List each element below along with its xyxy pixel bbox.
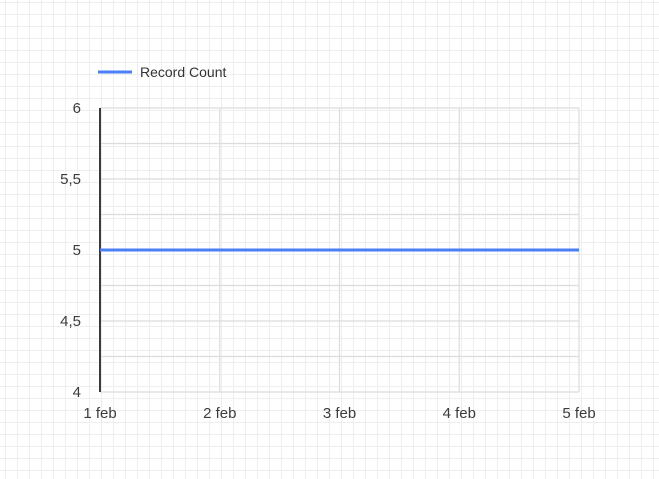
x-tick-label: 4 feb	[443, 405, 476, 422]
y-tick-label: 6	[73, 100, 81, 117]
y-tick-label: 5	[73, 242, 81, 259]
x-tick-label: 5 feb	[562, 405, 595, 422]
y-tick-label: 5,5	[60, 171, 81, 188]
y-tick-label: 4,5	[60, 313, 81, 330]
x-tick-label: 3 feb	[323, 405, 356, 422]
y-tick-label: 4	[73, 384, 81, 401]
legend-label-record-count: Record Count	[140, 64, 226, 80]
x-tick-label: 2 feb	[203, 405, 236, 422]
x-tick-label: 1 feb	[83, 405, 116, 422]
tick-labels: 4 4,5 5 5,5 6 1 feb 2 feb 3 feb 4 feb 5 feb	[60, 100, 596, 422]
legend: Record Count	[98, 64, 226, 80]
